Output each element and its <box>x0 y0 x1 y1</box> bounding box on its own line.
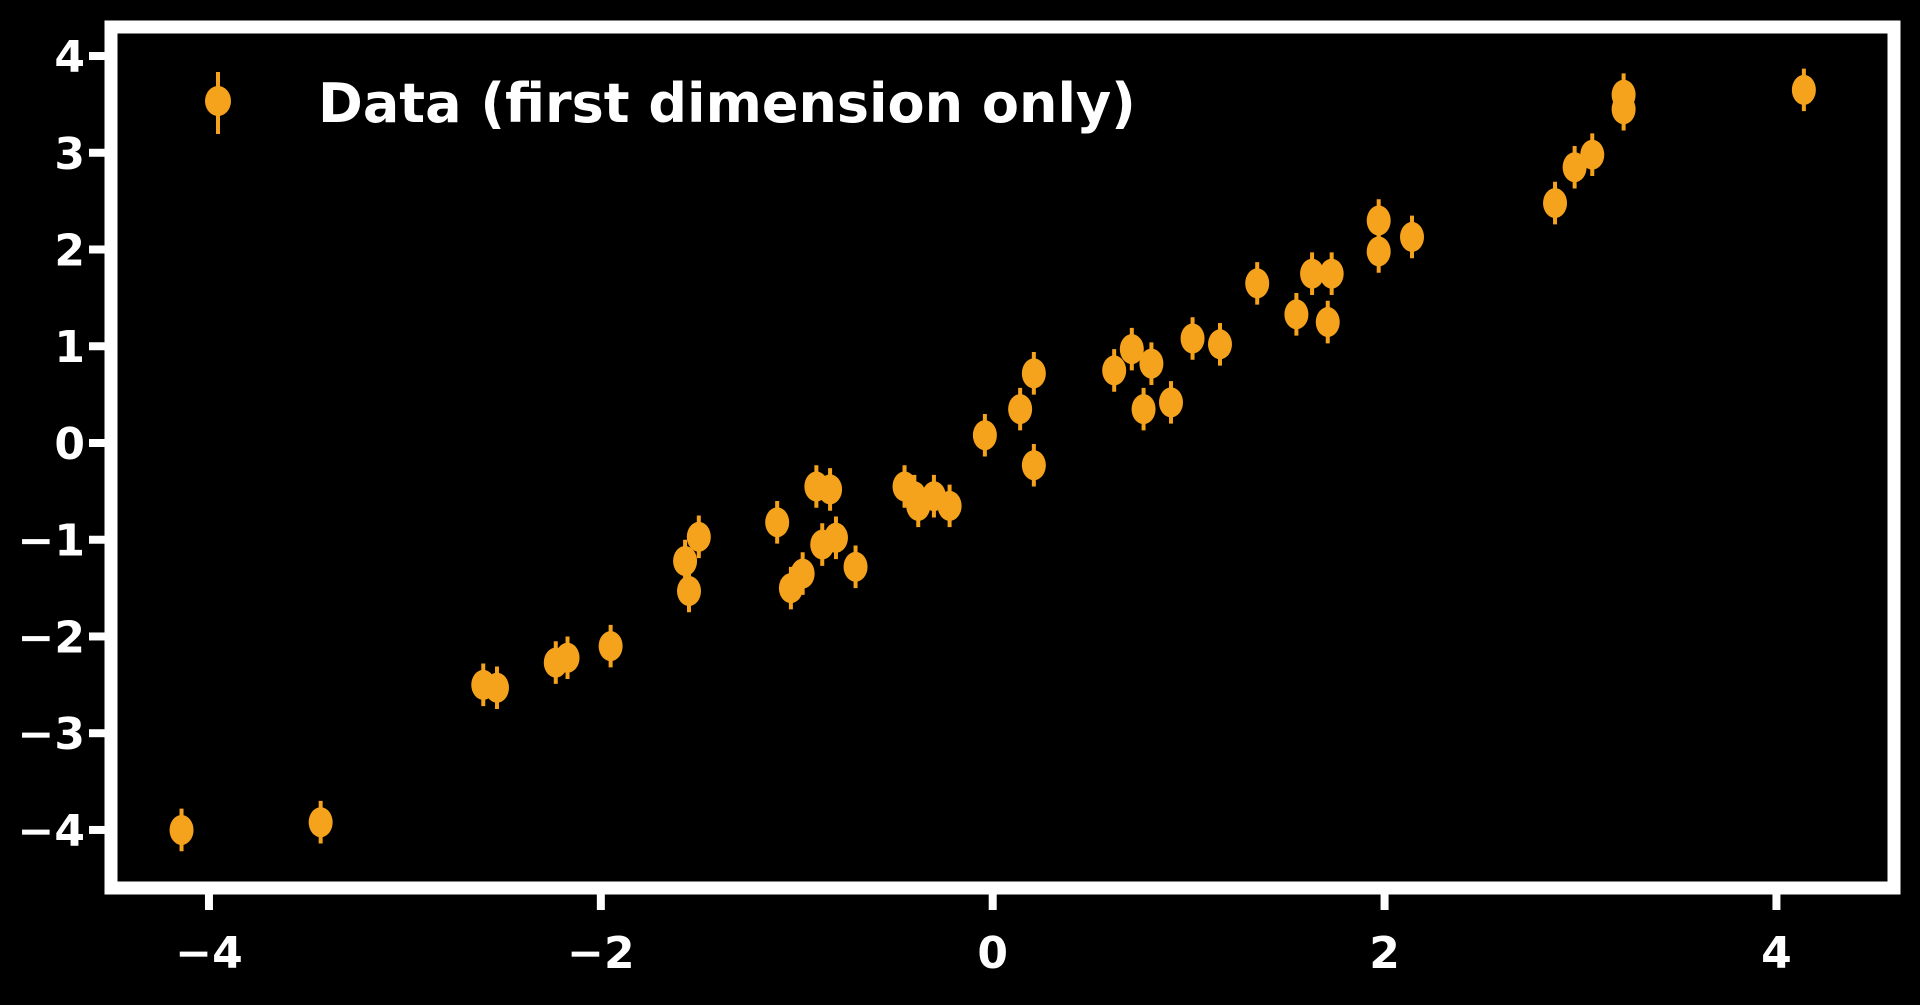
x-tick-label: 4 <box>1761 928 1792 979</box>
data-point <box>1580 139 1605 170</box>
legend-label: Data (first dimension only) <box>318 72 1136 135</box>
data-point <box>1008 394 1033 425</box>
data-point <box>1562 152 1587 183</box>
x-axis: −4 −2 0 2 4 <box>175 894 1792 979</box>
data-point <box>818 474 843 505</box>
data-points <box>169 68 1816 852</box>
data-point <box>1366 205 1391 236</box>
data-point <box>823 522 848 553</box>
y-tick-label: 0 <box>54 419 85 470</box>
y-tick-label: 1 <box>54 322 85 373</box>
y-tick-label: 2 <box>54 226 85 277</box>
data-point <box>1131 394 1156 425</box>
data-point <box>169 814 194 845</box>
data-point <box>1021 358 1046 389</box>
data-point <box>1207 329 1232 360</box>
legend-marker <box>205 86 231 116</box>
data-point <box>1102 355 1127 386</box>
y-tick-label: −4 <box>18 806 85 857</box>
data-point <box>1400 221 1425 252</box>
y-tick-label: −1 <box>18 516 85 567</box>
data-point <box>1021 450 1046 481</box>
y-tick-label: −2 <box>18 612 85 663</box>
data-point <box>677 576 702 607</box>
data-point <box>1543 188 1568 219</box>
data-point <box>308 807 333 838</box>
data-point <box>1139 348 1164 379</box>
x-tick-label: 2 <box>1369 928 1400 979</box>
data-point <box>598 631 623 662</box>
data-point <box>673 546 698 577</box>
data-point <box>1366 236 1391 267</box>
legend: Data (first dimension only) <box>205 72 1136 135</box>
data-point <box>972 420 997 451</box>
data-point <box>1245 268 1270 299</box>
data-point <box>765 507 790 538</box>
y-axis: −4 −3 −2 −1 0 1 2 3 4 <box>18 32 105 857</box>
x-tick-label: 0 <box>977 928 1008 979</box>
data-point <box>1180 323 1205 354</box>
data-point <box>1284 299 1309 330</box>
data-point <box>1119 334 1144 365</box>
y-tick-label: 4 <box>54 32 85 83</box>
data-point <box>1159 387 1184 418</box>
data-point <box>1611 79 1636 110</box>
data-point <box>843 551 868 582</box>
x-tick-label: −4 <box>175 928 242 979</box>
plot-frame <box>104 20 1901 895</box>
data-point <box>790 558 815 589</box>
x-tick-label: −2 <box>567 928 634 979</box>
y-tick-label: −3 <box>18 709 85 760</box>
y-tick-label: 3 <box>54 129 85 180</box>
data-point <box>1300 258 1325 289</box>
data-point <box>555 642 580 673</box>
data-point <box>1315 307 1340 338</box>
data-point <box>1319 258 1344 289</box>
data-point <box>484 672 509 703</box>
data-point <box>937 490 962 521</box>
data-point <box>1791 74 1816 105</box>
data-point <box>686 521 711 552</box>
